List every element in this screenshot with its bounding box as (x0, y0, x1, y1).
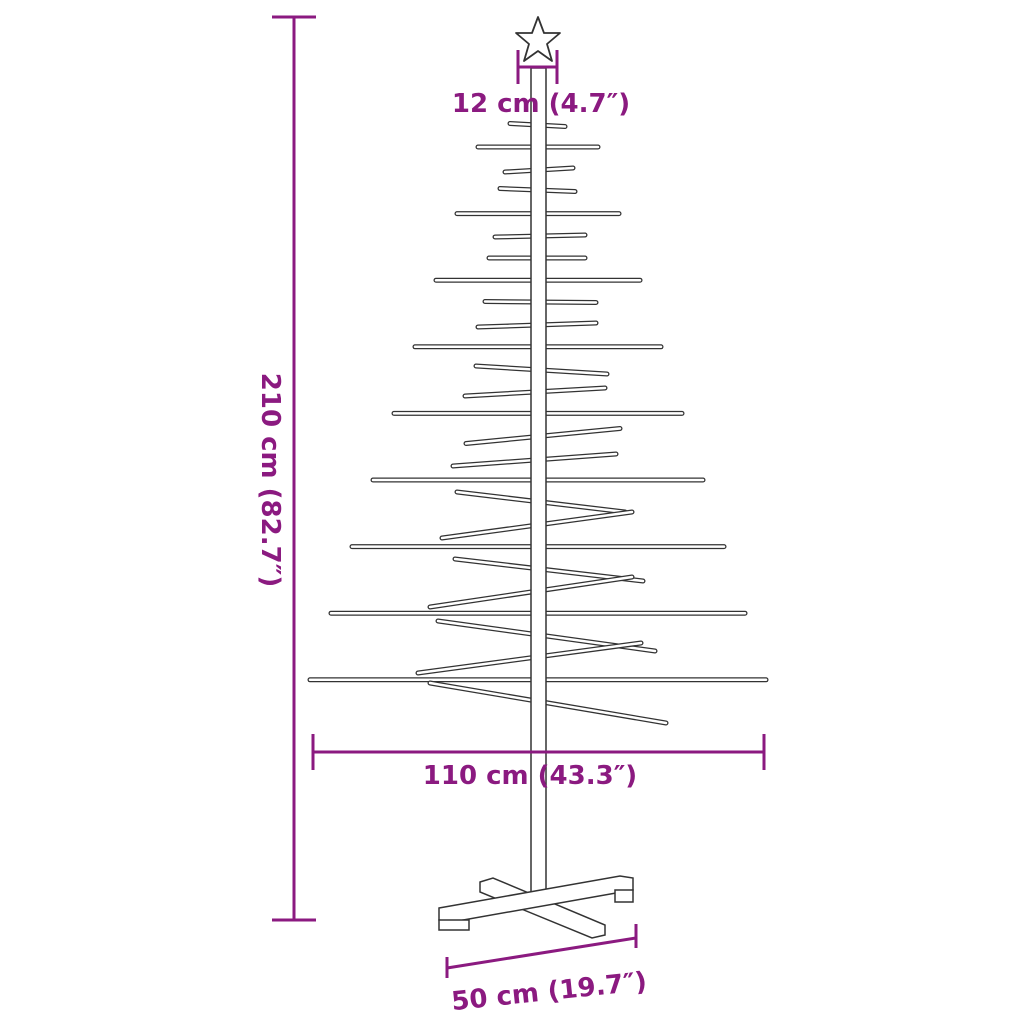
width-label: 110 cm (43.3″) (423, 761, 637, 791)
branch (428, 681, 668, 725)
branch (416, 641, 643, 675)
dimension-lines (272, 15, 766, 978)
branch (453, 557, 645, 583)
star-width-label: 12 cm (4.7″) (452, 89, 630, 119)
base (438, 875, 634, 939)
star-icon (515, 16, 561, 62)
base-width-label: 50 cm (19.7″) (450, 967, 648, 1017)
height-label: 210 cm (82.7″) (255, 373, 285, 587)
